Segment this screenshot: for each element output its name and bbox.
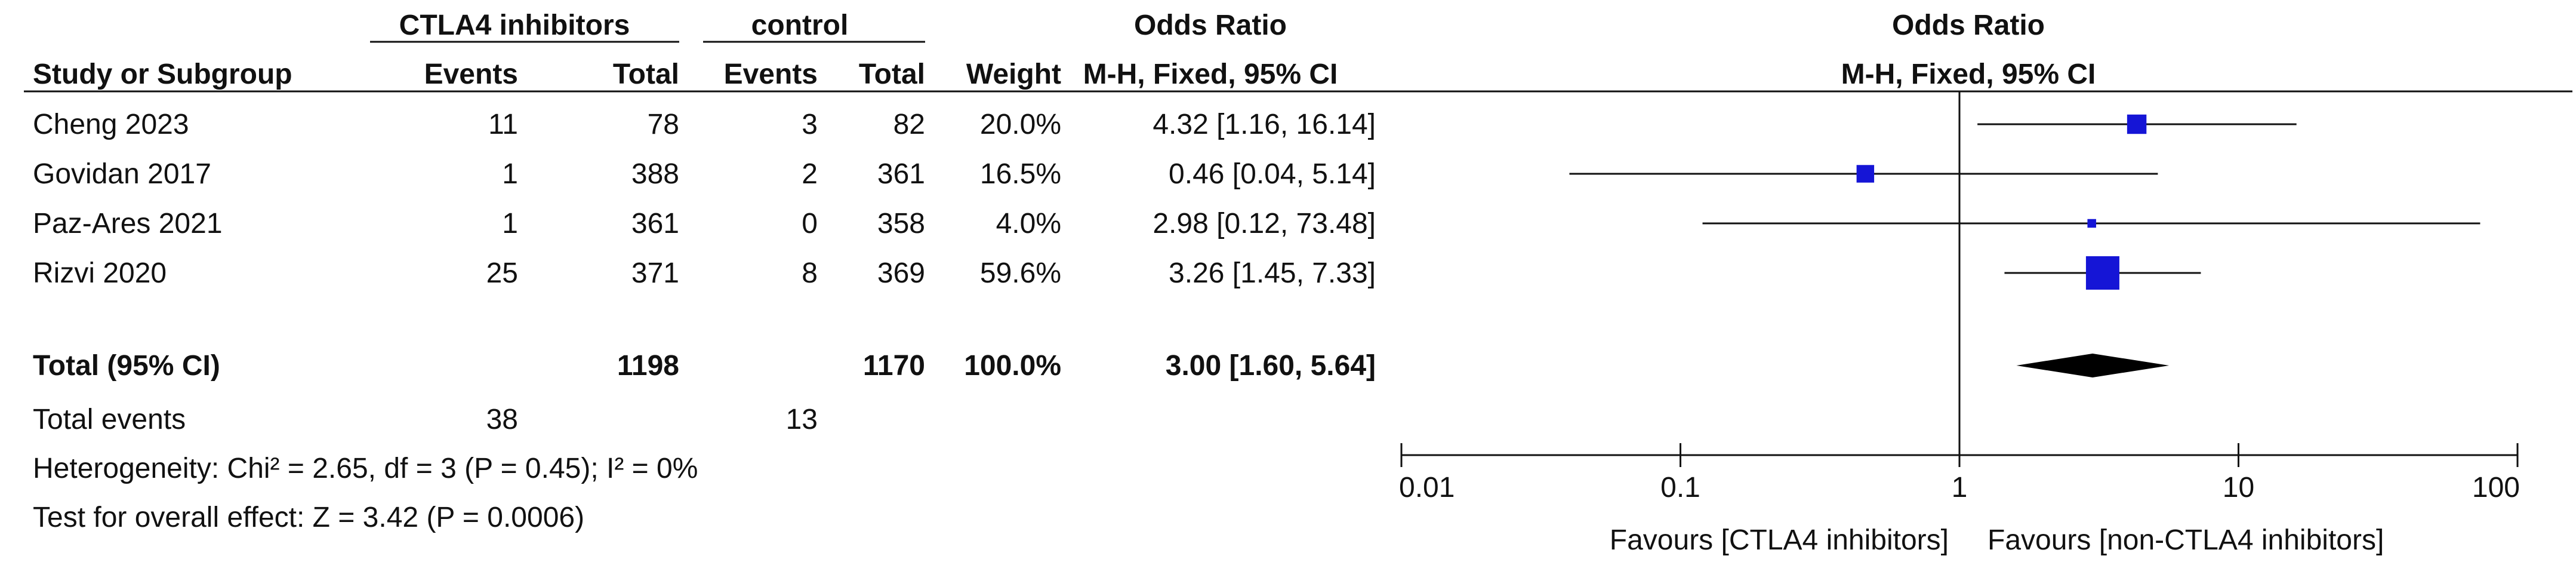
total-events-label: Total events (33, 404, 186, 435)
total-group1-2: 388 (631, 158, 679, 190)
study-name-4: Rizvi 2020 (33, 257, 167, 289)
study-name-3: Paz-Ares 2021 (33, 208, 223, 239)
ci-text-3: 2.98 [0.12, 73.48] (1153, 208, 1376, 239)
events-group1-4: 25 (486, 257, 518, 289)
total-weight: 100.0% (964, 350, 1061, 382)
ci-text-2: 0.46 [0.04, 5.14] (1169, 158, 1376, 190)
weight-3: 4.0% (996, 208, 1061, 239)
total-group2-2: 361 (877, 158, 925, 190)
events-group1-2: 1 (502, 158, 518, 190)
total-group1-3: 361 (631, 208, 679, 239)
events-group1-3: 1 (502, 208, 518, 239)
total-total-group1: 1198 (617, 350, 679, 382)
total-events-group2: 13 (786, 404, 818, 435)
header-total-group1: Total (613, 59, 679, 90)
favours-right-label: Favours [non-CTLA4 inhibitors] (1988, 524, 2384, 556)
summary-diamond (2016, 354, 2170, 377)
header-events-group2: Events (724, 59, 818, 90)
study-name-2: Govidan 2017 (33, 158, 211, 190)
total-ci: 3.00 [1.60, 5.64] (1166, 350, 1376, 382)
favours-left-label: Favours [CTLA4 inhibitors] (1610, 524, 1949, 556)
header-total-group2: Total (859, 59, 925, 90)
header-group1: CTLA4 inhibitors (399, 10, 630, 41)
total-label: Total (95% CI) (33, 350, 220, 382)
total-group2-4: 369 (877, 257, 925, 289)
total-group1-1: 78 (648, 109, 679, 140)
ci-text-4: 3.26 [1.45, 7.33] (1169, 257, 1376, 289)
events-group1-1: 11 (488, 109, 518, 140)
total-events-group1: 38 (486, 404, 518, 435)
total-group1-4: 371 (631, 257, 679, 289)
plot-subtitle: M-H, Fixed, 95% CI (1841, 59, 2096, 90)
ci-text-1: 4.32 [1.16, 16.14] (1153, 109, 1376, 140)
weight-1: 20.0% (980, 109, 1061, 140)
point-estimate-3 (2087, 219, 2096, 228)
weight-2: 16.5% (980, 158, 1061, 190)
header-group2: control (751, 10, 849, 41)
total-group2-3: 358 (877, 208, 925, 239)
header-study: Study or Subgroup (33, 59, 292, 90)
events-group2-3: 0 (802, 208, 818, 239)
total-total-group2: 1170 (863, 350, 925, 382)
events-group2-4: 8 (802, 257, 818, 289)
study-name-1: Cheng 2023 (33, 109, 189, 140)
point-estimate-2 (1856, 165, 1875, 183)
x-tick-label-4: 10 (2223, 472, 2254, 503)
x-tick-label-1: 0.01 (1399, 472, 1455, 503)
header-events-group1: Events (424, 59, 518, 90)
header-effect-group: Odds Ratio (1134, 10, 1287, 41)
events-group2-2: 2 (802, 158, 818, 190)
plot-title: Odds Ratio (1892, 10, 2045, 41)
x-tick-label-3: 1 (1952, 472, 1968, 503)
header-method: M-H, Fixed, 95% CI (1083, 59, 1338, 90)
overall-effect-text: Test for overall effect: Z = 3.42 (P = 0… (33, 502, 584, 533)
x-tick-label-2: 0.1 (1660, 472, 1700, 503)
weight-4: 59.6% (980, 257, 1061, 289)
x-tick-label-5: 100 (2472, 472, 2520, 503)
total-group2-1: 82 (893, 109, 925, 140)
point-estimate-1 (2127, 114, 2147, 134)
heterogeneity-text: Heterogeneity: Chi² = 2.65, df = 3 (P = … (33, 453, 698, 484)
header-weight: Weight (966, 59, 1061, 90)
point-estimate-4 (2085, 256, 2119, 290)
events-group2-1: 3 (802, 109, 818, 140)
